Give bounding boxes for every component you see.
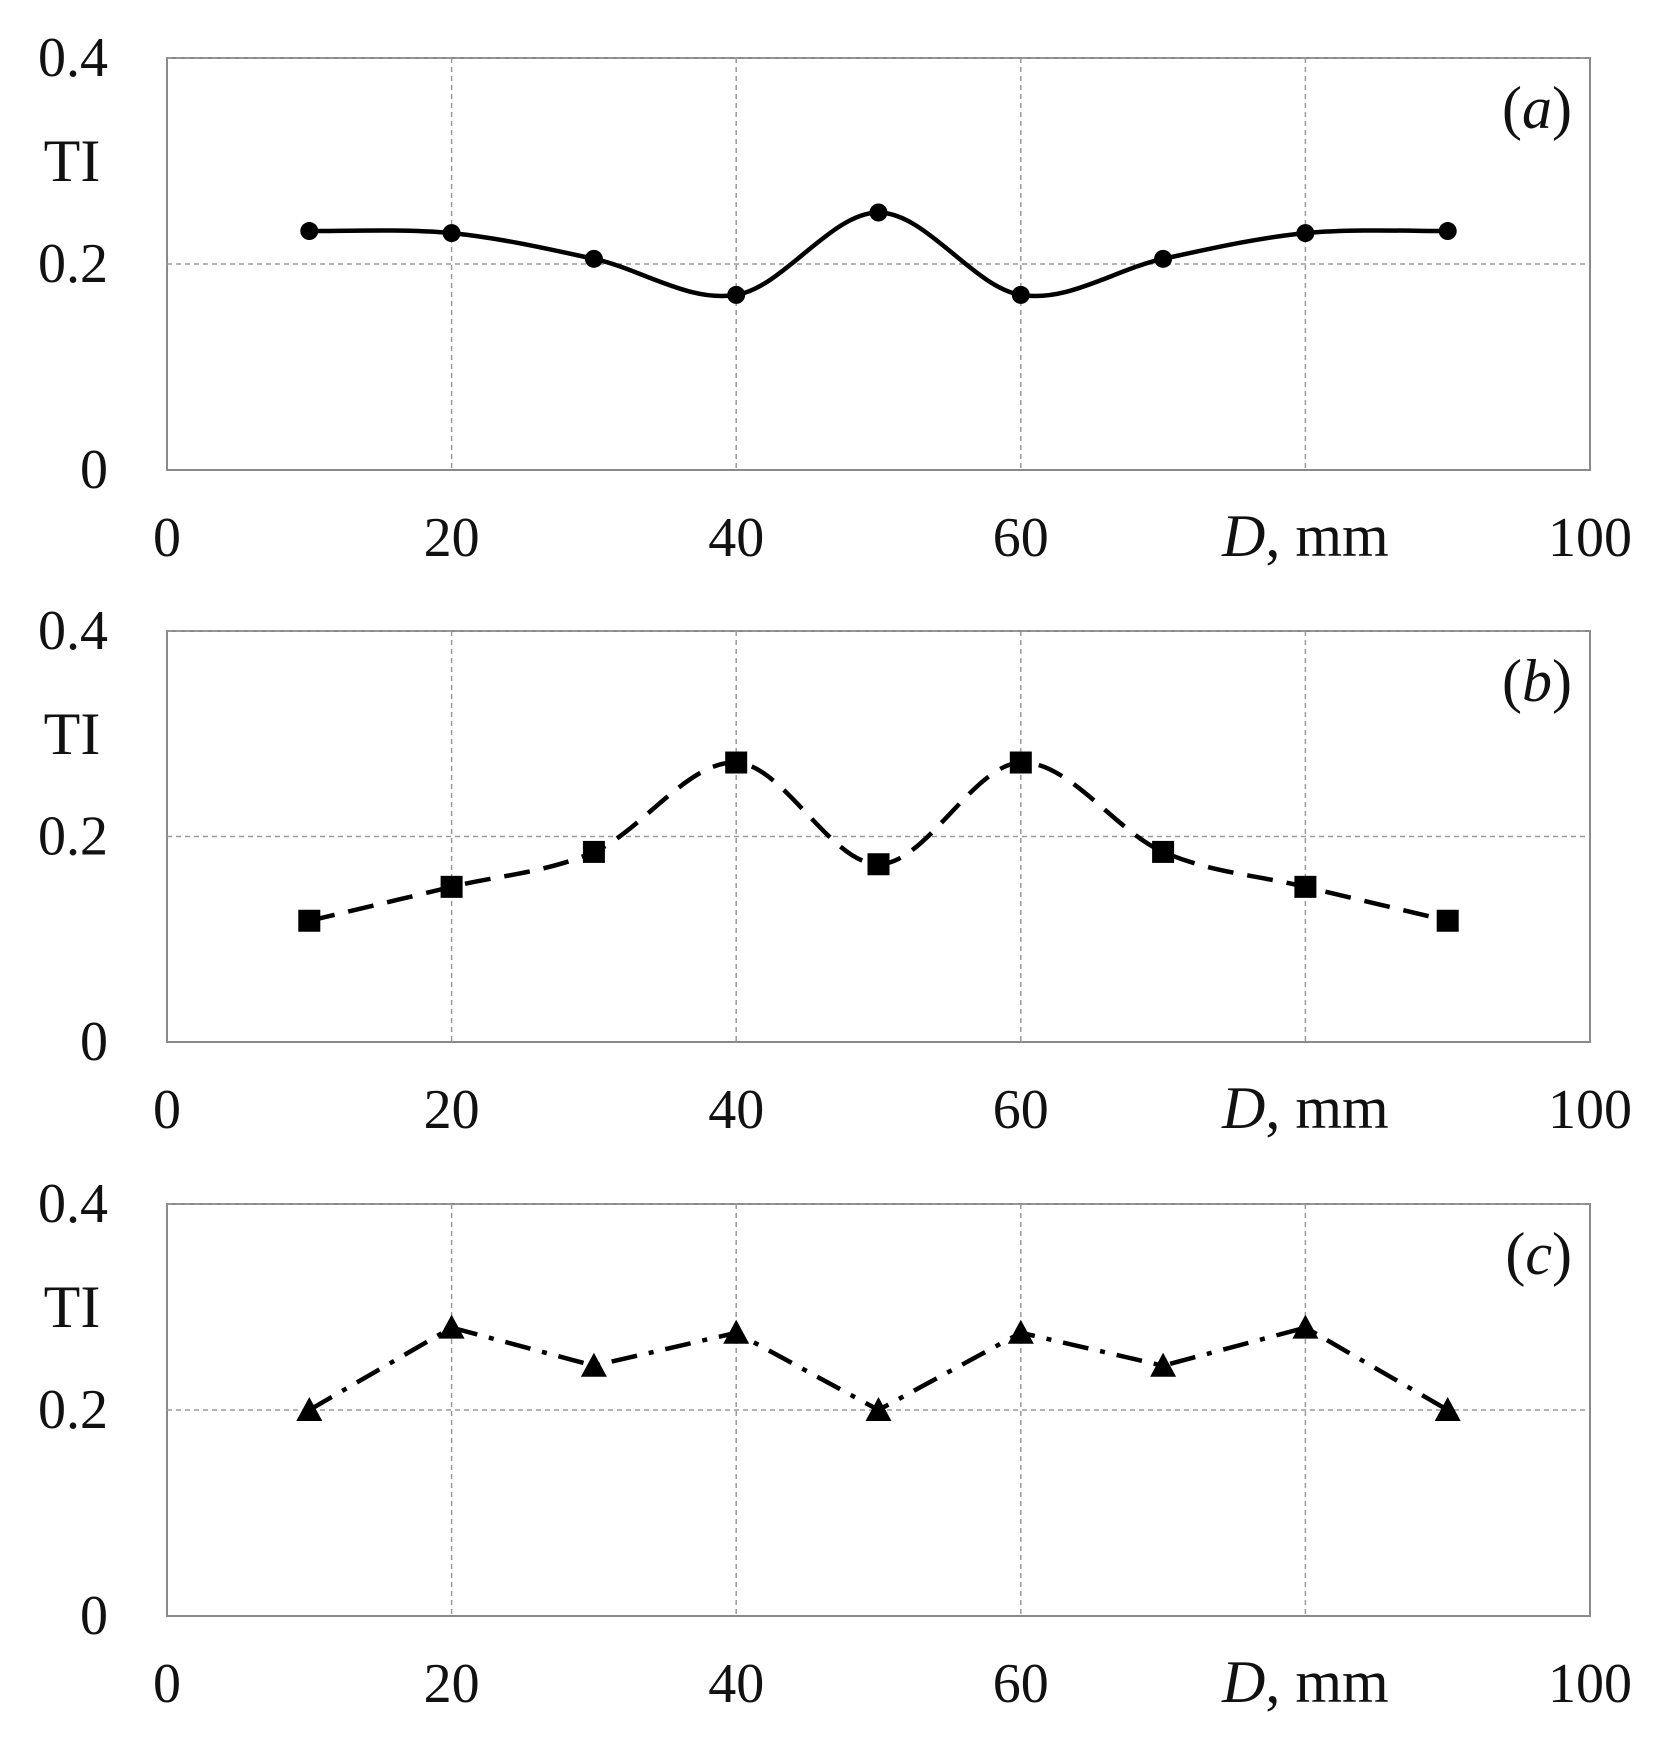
x-axis-title: D, mm xyxy=(1221,503,1389,569)
panel-label-close: ) xyxy=(1552,75,1572,141)
y-tick-label: 0.2 xyxy=(38,1379,108,1441)
x-tick-label: 20 xyxy=(424,1079,480,1141)
y-axis-title: TI xyxy=(44,128,101,194)
y-tick-label: 0.2 xyxy=(38,806,108,868)
panel-label-letter: c xyxy=(1525,1221,1552,1287)
y-axis-title: TI xyxy=(44,701,101,767)
data-point xyxy=(867,853,890,876)
panel-label-letter: b xyxy=(1522,648,1552,714)
y-tick-label: 0.2 xyxy=(38,233,108,295)
data-point xyxy=(1436,909,1459,932)
x-axis-unit: , mm xyxy=(1265,503,1388,569)
y-tick-label: 0.4 xyxy=(38,600,108,662)
data-point xyxy=(1152,840,1175,863)
data-point xyxy=(298,909,321,932)
x-axis-var: D xyxy=(1221,1649,1265,1715)
data-point xyxy=(865,1397,892,1422)
y-tick-label: 0.4 xyxy=(38,1173,108,1235)
data-point xyxy=(1009,751,1032,774)
panel-label-open: ( xyxy=(1505,1221,1525,1287)
y-tick-label: 0.4 xyxy=(38,27,108,89)
x-tick-label: 20 xyxy=(424,507,480,569)
data-point xyxy=(727,285,746,304)
panel-label-open: ( xyxy=(1502,648,1522,714)
x-axis-unit: , mm xyxy=(1265,1075,1388,1141)
data-point xyxy=(580,1352,607,1377)
x-axis-title: D, mm xyxy=(1221,1075,1389,1141)
series-line-a xyxy=(309,210,1448,299)
data-point xyxy=(442,224,461,243)
panel-label-close: ) xyxy=(1552,648,1572,714)
x-tick-label: 100 xyxy=(1548,507,1632,569)
chart-panel-b: 0 0.2 0.4 TI 0 20 40 60 100 D, mm (b) xyxy=(38,600,1632,1141)
data-point xyxy=(300,222,319,241)
x-tick-label: 60 xyxy=(993,1653,1049,1715)
data-point xyxy=(584,249,603,268)
x-tick-label: 60 xyxy=(993,1079,1049,1141)
panel-label: (b) xyxy=(1502,648,1572,714)
y-tick-label: 0 xyxy=(80,1011,108,1073)
data-point xyxy=(1438,222,1457,241)
data-point xyxy=(582,840,605,863)
y-tick-label: 0 xyxy=(80,1585,108,1647)
x-tick-label: 20 xyxy=(424,1653,480,1715)
x-tick-label: 40 xyxy=(708,507,764,569)
x-tick-label: 60 xyxy=(993,507,1049,569)
data-point xyxy=(296,1397,323,1422)
y-tick-label: 0 xyxy=(80,439,108,501)
x-tick-label: 100 xyxy=(1548,1653,1632,1715)
x-tick-label: 0 xyxy=(153,507,181,569)
panel-label: (c) xyxy=(1505,1221,1572,1287)
chart-panel-a: 0 0.2 0.4 TI 0 20 40 60 100 D, mm (a) xyxy=(38,27,1632,569)
series-line-b xyxy=(308,760,1449,923)
data-point xyxy=(723,1319,750,1344)
x-tick-label: 40 xyxy=(708,1653,764,1715)
data-point xyxy=(1011,285,1030,304)
x-axis-title: D, mm xyxy=(1221,1649,1389,1715)
data-point xyxy=(440,875,463,898)
panel-label-letter: a xyxy=(1522,75,1552,141)
data-point xyxy=(1292,1314,1319,1339)
data-point xyxy=(1007,1319,1034,1344)
data-point xyxy=(438,1314,465,1339)
chart-panel-c: 0 0.2 0.4 TI 0 20 40 60 100 D, mm (c) xyxy=(38,1173,1632,1715)
x-axis-var: D xyxy=(1221,1075,1265,1141)
panel-label-open: ( xyxy=(1502,75,1522,141)
x-tick-label: 40 xyxy=(708,1079,764,1141)
data-point xyxy=(1150,1352,1177,1377)
y-axis-title: TI xyxy=(44,1274,101,1340)
data-point xyxy=(1154,249,1173,268)
x-tick-label: 0 xyxy=(153,1079,181,1141)
data-point xyxy=(869,203,888,222)
panel-label: (a) xyxy=(1502,75,1572,141)
data-point xyxy=(1294,875,1317,898)
data-point xyxy=(725,751,748,774)
x-tick-label: 0 xyxy=(153,1653,181,1715)
x-tick-label: 100 xyxy=(1548,1079,1632,1141)
data-point xyxy=(1434,1397,1461,1422)
x-axis-var: D xyxy=(1221,503,1265,569)
x-axis-unit: , mm xyxy=(1265,1649,1388,1715)
panel-label-close: ) xyxy=(1552,1221,1572,1287)
data-point xyxy=(1296,224,1315,243)
